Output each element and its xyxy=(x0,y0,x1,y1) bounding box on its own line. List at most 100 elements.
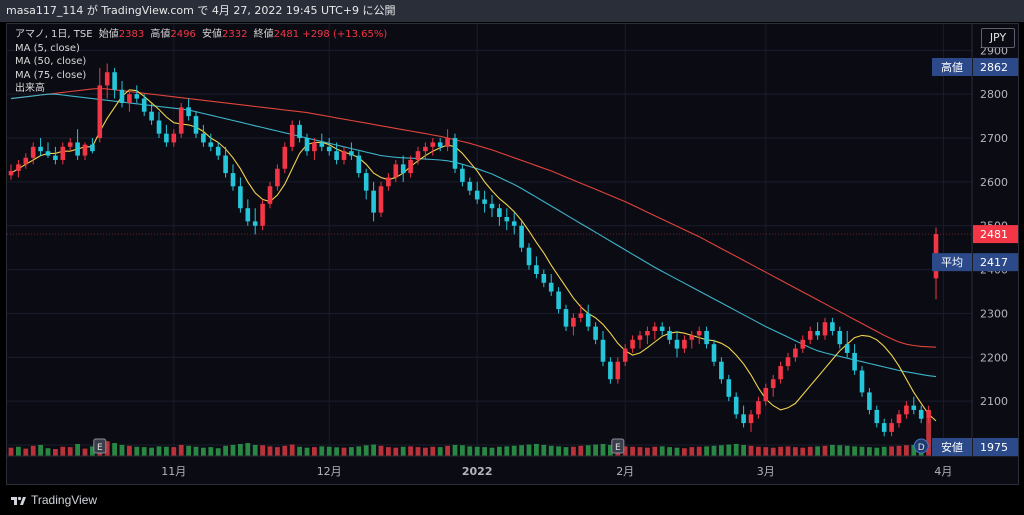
volume-bar xyxy=(896,445,902,456)
candle-body xyxy=(622,348,628,362)
volume-bar xyxy=(822,445,828,456)
legend-volume[interactable]: 出来高 xyxy=(15,83,45,94)
candle-body xyxy=(578,313,584,318)
price-tag-value: 1975 xyxy=(980,441,1008,454)
candle-body xyxy=(785,357,791,367)
candle-body xyxy=(127,94,132,103)
volume-bar xyxy=(911,444,917,456)
volume-bar xyxy=(112,443,117,456)
volume-bar xyxy=(852,446,857,456)
volume-bar xyxy=(16,446,21,456)
volume-bar xyxy=(652,446,658,456)
volume-bar xyxy=(889,446,894,456)
volume-bar xyxy=(119,444,125,456)
candle-body xyxy=(400,164,406,174)
volume-bar xyxy=(378,445,384,456)
candle-body xyxy=(304,138,310,152)
candle-body xyxy=(104,72,110,86)
candle-body xyxy=(8,170,14,176)
candle-body xyxy=(556,291,561,310)
candle-body xyxy=(652,326,658,332)
volume-bar xyxy=(252,444,258,456)
volume-bar xyxy=(297,446,302,456)
close-label: 終値 xyxy=(253,29,274,40)
volume-bar xyxy=(482,447,487,456)
candle-body xyxy=(926,409,931,419)
candle-body xyxy=(460,168,465,182)
tradingview-logo[interactable]: TradingView xyxy=(10,493,97,507)
high-value: 2496 xyxy=(170,29,196,40)
price-tag-value: 2862 xyxy=(980,61,1008,74)
tradingview-brand: TradingView xyxy=(31,493,98,507)
volume-bar xyxy=(334,447,339,456)
volume-bar xyxy=(289,444,295,456)
price-tag-value-bg xyxy=(973,438,1018,456)
candle-body xyxy=(297,124,302,139)
volume-bar xyxy=(201,447,206,456)
volume-bar xyxy=(733,443,739,456)
low-value: 2332 xyxy=(222,29,248,40)
time-tick-label: 11月 xyxy=(161,465,186,478)
price-tag-name-bg xyxy=(932,438,972,456)
volume-bars xyxy=(8,419,939,456)
legend-ma75[interactable]: MA (75, close) xyxy=(15,69,87,81)
candle-body xyxy=(38,146,43,152)
candle-body xyxy=(378,186,384,213)
candle-body xyxy=(637,335,643,340)
candle-body xyxy=(215,146,221,156)
volume-bar xyxy=(393,447,399,456)
price-tag-value: 2417 xyxy=(980,256,1008,269)
time-tick-label: 4月 xyxy=(934,465,952,478)
volume-bar xyxy=(563,447,569,456)
candle-body xyxy=(918,409,924,419)
volume-bar xyxy=(881,446,887,456)
candle-body xyxy=(704,331,709,345)
volume-bar xyxy=(763,447,769,456)
symbol-name[interactable]: アマノ, 1日, TSE xyxy=(15,29,93,40)
candle-body xyxy=(519,225,524,248)
chart-area[interactable]: アマノ, 1日, TSE 始値2383 高値2496 安値2332 終値2481… xyxy=(6,23,1019,485)
candle-body xyxy=(45,151,51,156)
volume-bar xyxy=(467,446,473,456)
volume-bar xyxy=(748,445,754,456)
open-value: 2383 xyxy=(118,29,145,40)
volume-bar xyxy=(134,446,140,456)
legend-ma5[interactable]: MA (5, close) xyxy=(15,42,80,54)
volume-bar xyxy=(156,446,162,456)
volume-bar xyxy=(674,447,680,456)
candle-body xyxy=(711,344,717,362)
volume-bar xyxy=(164,446,169,456)
candle-body xyxy=(733,396,739,415)
candles xyxy=(8,63,939,437)
candle-body xyxy=(30,146,36,158)
candle-body xyxy=(289,124,295,147)
volume-bar xyxy=(608,444,613,456)
candle-body xyxy=(822,322,828,336)
grid xyxy=(7,24,972,456)
volume-bar xyxy=(53,448,58,456)
volume-bar xyxy=(585,445,591,456)
volume-bar xyxy=(223,445,228,456)
publish-header: masa117_114 が TradingView.com で 4月 27, 2… xyxy=(0,0,1024,22)
volume-bar xyxy=(571,446,576,456)
candle-body xyxy=(615,361,621,380)
candle-body xyxy=(600,339,606,362)
volume-bar xyxy=(23,448,29,456)
candle-body xyxy=(208,142,214,147)
volume-bar xyxy=(245,443,251,456)
legend-ma50[interactable]: MA (50, close) xyxy=(15,56,87,67)
ma50-line xyxy=(10,93,937,378)
candle-body xyxy=(696,331,702,336)
candle-body xyxy=(896,414,902,424)
candle-body xyxy=(156,120,162,134)
candle-body xyxy=(511,221,517,226)
volume-bar xyxy=(497,446,502,456)
candle-body xyxy=(593,326,598,340)
candle-body xyxy=(807,331,813,340)
currency-button[interactable]: JPY xyxy=(981,28,1015,48)
event-marker-label: E xyxy=(97,443,103,453)
price-tag-name-bg xyxy=(932,57,972,76)
candle-body xyxy=(726,379,732,397)
volume-bar xyxy=(489,447,495,456)
volume-bar xyxy=(926,419,931,456)
